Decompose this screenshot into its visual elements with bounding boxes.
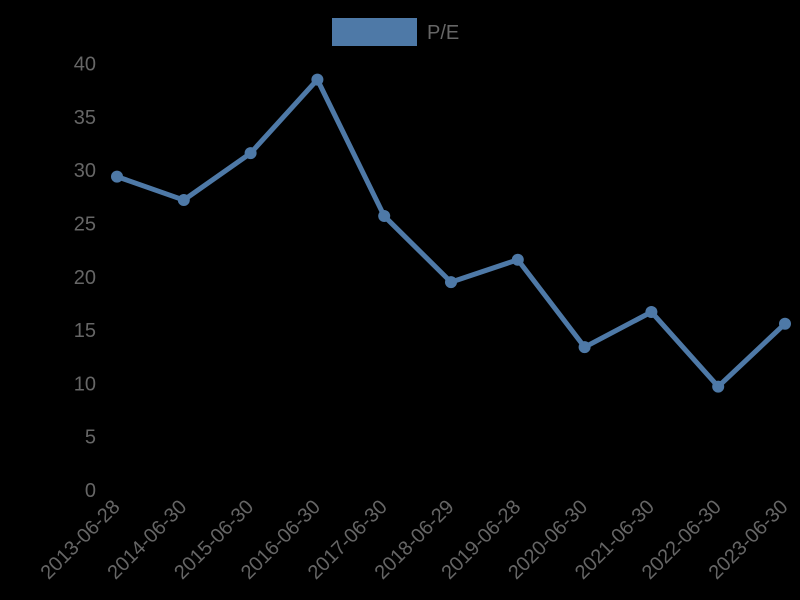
data-point-marker	[111, 170, 123, 183]
legend-label: P/E	[427, 22, 459, 44]
data-point-marker	[645, 305, 658, 318]
y-tick-label: 25	[74, 214, 96, 236]
data-point-marker	[177, 194, 190, 207]
data-point-marker	[445, 276, 457, 289]
data-point-marker	[378, 210, 391, 223]
series-line	[116, 77, 787, 390]
data-point-marker	[712, 380, 725, 393]
legend: P/E	[332, 18, 459, 46]
series-pe	[111, 73, 791, 393]
data-point-marker	[311, 73, 324, 86]
data-point-marker	[779, 317, 791, 330]
y-tick-label: 30	[74, 160, 96, 182]
y-tick-label: 0	[85, 480, 96, 502]
data-point-marker	[244, 147, 257, 160]
y-tick-label: 40	[74, 54, 96, 76]
y-tick-label: 20	[74, 267, 96, 289]
x-axis: 2013-06-282014-06-302015-06-302016-06-30…	[37, 496, 793, 584]
legend-swatch	[332, 18, 417, 46]
y-tick-label: 35	[74, 107, 96, 129]
data-point-marker	[511, 253, 524, 266]
y-tick-label: 5	[85, 427, 96, 449]
y-tick-label: 15	[74, 320, 96, 342]
data-point-marker	[578, 341, 591, 354]
y-axis: 0 5 10 15 20 25 30 35 40	[74, 54, 96, 502]
y-tick-label: 10	[74, 373, 96, 395]
